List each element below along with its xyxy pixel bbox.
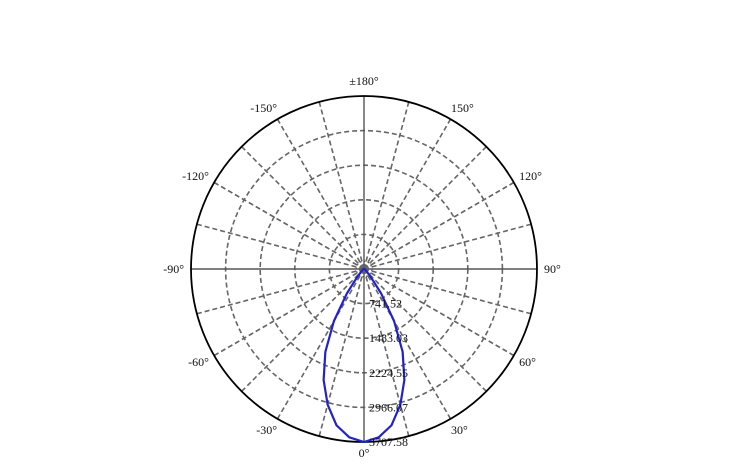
grid-spoke — [196, 223, 365, 270]
series-point — [356, 276, 358, 279]
series-point — [326, 403, 329, 406]
angle-label: -60° — [188, 355, 209, 369]
grid-spoke — [318, 268, 365, 437]
series-point — [333, 320, 335, 322]
grid-spoke — [363, 268, 515, 357]
grid-spoke — [318, 101, 365, 270]
grid-spoke — [363, 118, 452, 270]
series-point — [348, 436, 351, 439]
angle-label: ±180° — [349, 74, 379, 88]
grid-spoke — [276, 118, 365, 270]
series-point — [403, 379, 406, 381]
grid-spoke — [363, 223, 532, 270]
grid-spoke — [276, 268, 365, 420]
grid-spoke — [241, 146, 365, 270]
series-point — [380, 292, 382, 295]
radial-tick-label: 3707.58 — [369, 435, 408, 449]
series-point — [377, 436, 380, 439]
radial-tick-label: 2966.07 — [369, 400, 408, 414]
angle-label: 30° — [451, 423, 468, 437]
series-point — [322, 379, 325, 381]
series-point — [401, 351, 404, 353]
series-point — [335, 424, 338, 427]
grid-spoke — [241, 268, 365, 392]
series-point — [399, 403, 402, 406]
series-point — [360, 271, 362, 273]
radial-tick-label: 741.52 — [369, 297, 402, 311]
grid-spoke — [363, 268, 410, 437]
grid-spoke — [213, 268, 365, 357]
radial-tick-label: 1483.03 — [369, 331, 408, 345]
grid-spoke — [196, 268, 365, 315]
series-point — [361, 268, 364, 271]
series-point — [393, 320, 395, 322]
angle-label: 120° — [519, 169, 542, 183]
grid-spoke — [363, 268, 532, 315]
grid-spoke — [363, 146, 487, 270]
angle-label: -30° — [256, 423, 277, 437]
series-point — [390, 424, 393, 427]
series-point — [324, 351, 327, 353]
series-point — [346, 292, 348, 295]
series-point — [363, 441, 365, 443]
series-point — [366, 271, 368, 273]
grid-spoke — [363, 181, 515, 270]
grid-spoke — [363, 268, 452, 420]
grid-spoke — [213, 181, 365, 270]
radial-tick-label: 2224.55 — [369, 366, 408, 380]
angle-label: 90° — [544, 262, 561, 276]
angle-label: 0° — [359, 446, 370, 460]
grid-spoke — [363, 101, 410, 270]
series-point — [370, 276, 372, 279]
angle-label: 150° — [451, 101, 474, 115]
angle-label: -120° — [182, 169, 209, 183]
angle-label: 60° — [519, 355, 536, 369]
angle-label: -90° — [163, 262, 184, 276]
grid-spoke — [363, 268, 487, 392]
angle-label: -150° — [250, 101, 277, 115]
